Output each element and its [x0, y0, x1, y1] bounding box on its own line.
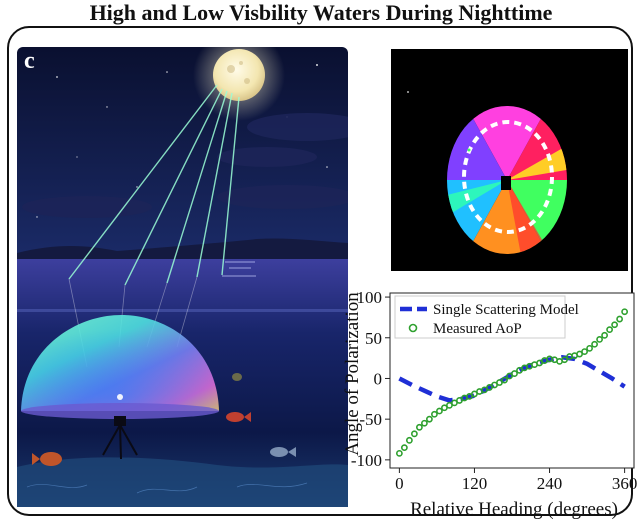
- measured-aop-point: [486, 384, 493, 391]
- y-axis-label: Angle of Polarization: [342, 292, 363, 456]
- measured-aop-point: [561, 356, 568, 364]
- measured-aop-point: [511, 370, 518, 377]
- legend-swatch-marker: [408, 323, 418, 333]
- legend-label: Single Scattering Model: [433, 302, 579, 318]
- panel-label: c: [24, 48, 35, 74]
- measured-aop-point: [446, 401, 453, 409]
- plot-legend: Single Scattering Model Measured AoP: [394, 295, 579, 339]
- y-tick-label: 0: [374, 369, 383, 388]
- x-tick-label: 360: [612, 474, 638, 493]
- moon: [213, 49, 265, 101]
- measured-aop-point: [581, 348, 588, 356]
- measured-aop-point: [481, 386, 488, 394]
- distant-shoreline: [17, 238, 348, 261]
- aop-center: [501, 176, 511, 190]
- legend-box: [394, 295, 566, 339]
- aop-polarization-image: [391, 49, 628, 271]
- measured-aop-point: [395, 449, 403, 457]
- measured-aop-point: [411, 430, 418, 438]
- fish: [32, 373, 296, 466]
- measured-aop-point: [405, 436, 413, 444]
- night-sea-illustration: [17, 47, 348, 507]
- moon-reflection: [222, 261, 256, 277]
- measured-aop-point: [466, 392, 473, 400]
- measured-aop-point: [421, 419, 428, 427]
- measured-aop-point: [586, 344, 593, 352]
- measured-aop-point: [501, 376, 508, 384]
- polarization-dome: [21, 315, 219, 419]
- dashed-ring: [462, 120, 554, 234]
- measured-aop-point: [611, 321, 619, 329]
- legend-label: Measured AoP: [433, 321, 522, 337]
- figure-frame: [7, 26, 633, 516]
- measured-aop-point: [436, 407, 443, 415]
- x-tick-label: 120: [462, 474, 488, 493]
- measured-aop-point: [441, 404, 448, 412]
- measured-aop-point: [416, 423, 423, 431]
- measured-aop-point: [516, 366, 523, 374]
- plot-axes: 0 120 240 360 -100 -50 0 50 100: [351, 288, 638, 493]
- tripod-camera: [102, 416, 138, 460]
- light-rays: [68, 84, 240, 286]
- aop-chart: 0 120 240 360 -100 -50 0 50 100 Single Scatterin…: [342, 288, 638, 520]
- measured-aop-point: [456, 397, 463, 404]
- measured-aop-point: [596, 335, 603, 343]
- measured-aop-point: [616, 315, 624, 323]
- seabed: [17, 457, 348, 507]
- measured-aop-point: [576, 350, 583, 358]
- measured-aop-point: [506, 372, 513, 380]
- moon-craters: [227, 61, 250, 84]
- y-tick-label: -100: [351, 451, 382, 470]
- measured-aop-point: [621, 308, 629, 316]
- x-axis-label: Relative Heading (degrees): [410, 499, 618, 520]
- measured-aop-point: [536, 359, 543, 367]
- y-tick-label: 50: [365, 329, 382, 348]
- measured-aop-point: [400, 444, 408, 452]
- measured-aop-point: [471, 390, 478, 398]
- measured-aop-point: [491, 381, 498, 389]
- y-tick-label: -50: [359, 410, 382, 429]
- measured-aop-point: [451, 399, 458, 407]
- measured-aop-point: [601, 331, 608, 339]
- measured-aop-point: [606, 326, 613, 334]
- y-tick-label: 100: [357, 288, 383, 307]
- figure-title: High and Low Visbility Waters During Nig…: [89, 0, 553, 25]
- x-tick-label: 0: [395, 474, 404, 493]
- x-tick-label: 240: [537, 474, 563, 493]
- measured-aop-point: [431, 410, 438, 418]
- measured-aop-point: [426, 415, 433, 423]
- measured-aop-point: [591, 340, 598, 348]
- plot-series: [395, 308, 629, 457]
- measured-aop-point: [496, 379, 503, 386]
- water-surface: [17, 309, 348, 312]
- seabed-caustics: [26, 482, 308, 494]
